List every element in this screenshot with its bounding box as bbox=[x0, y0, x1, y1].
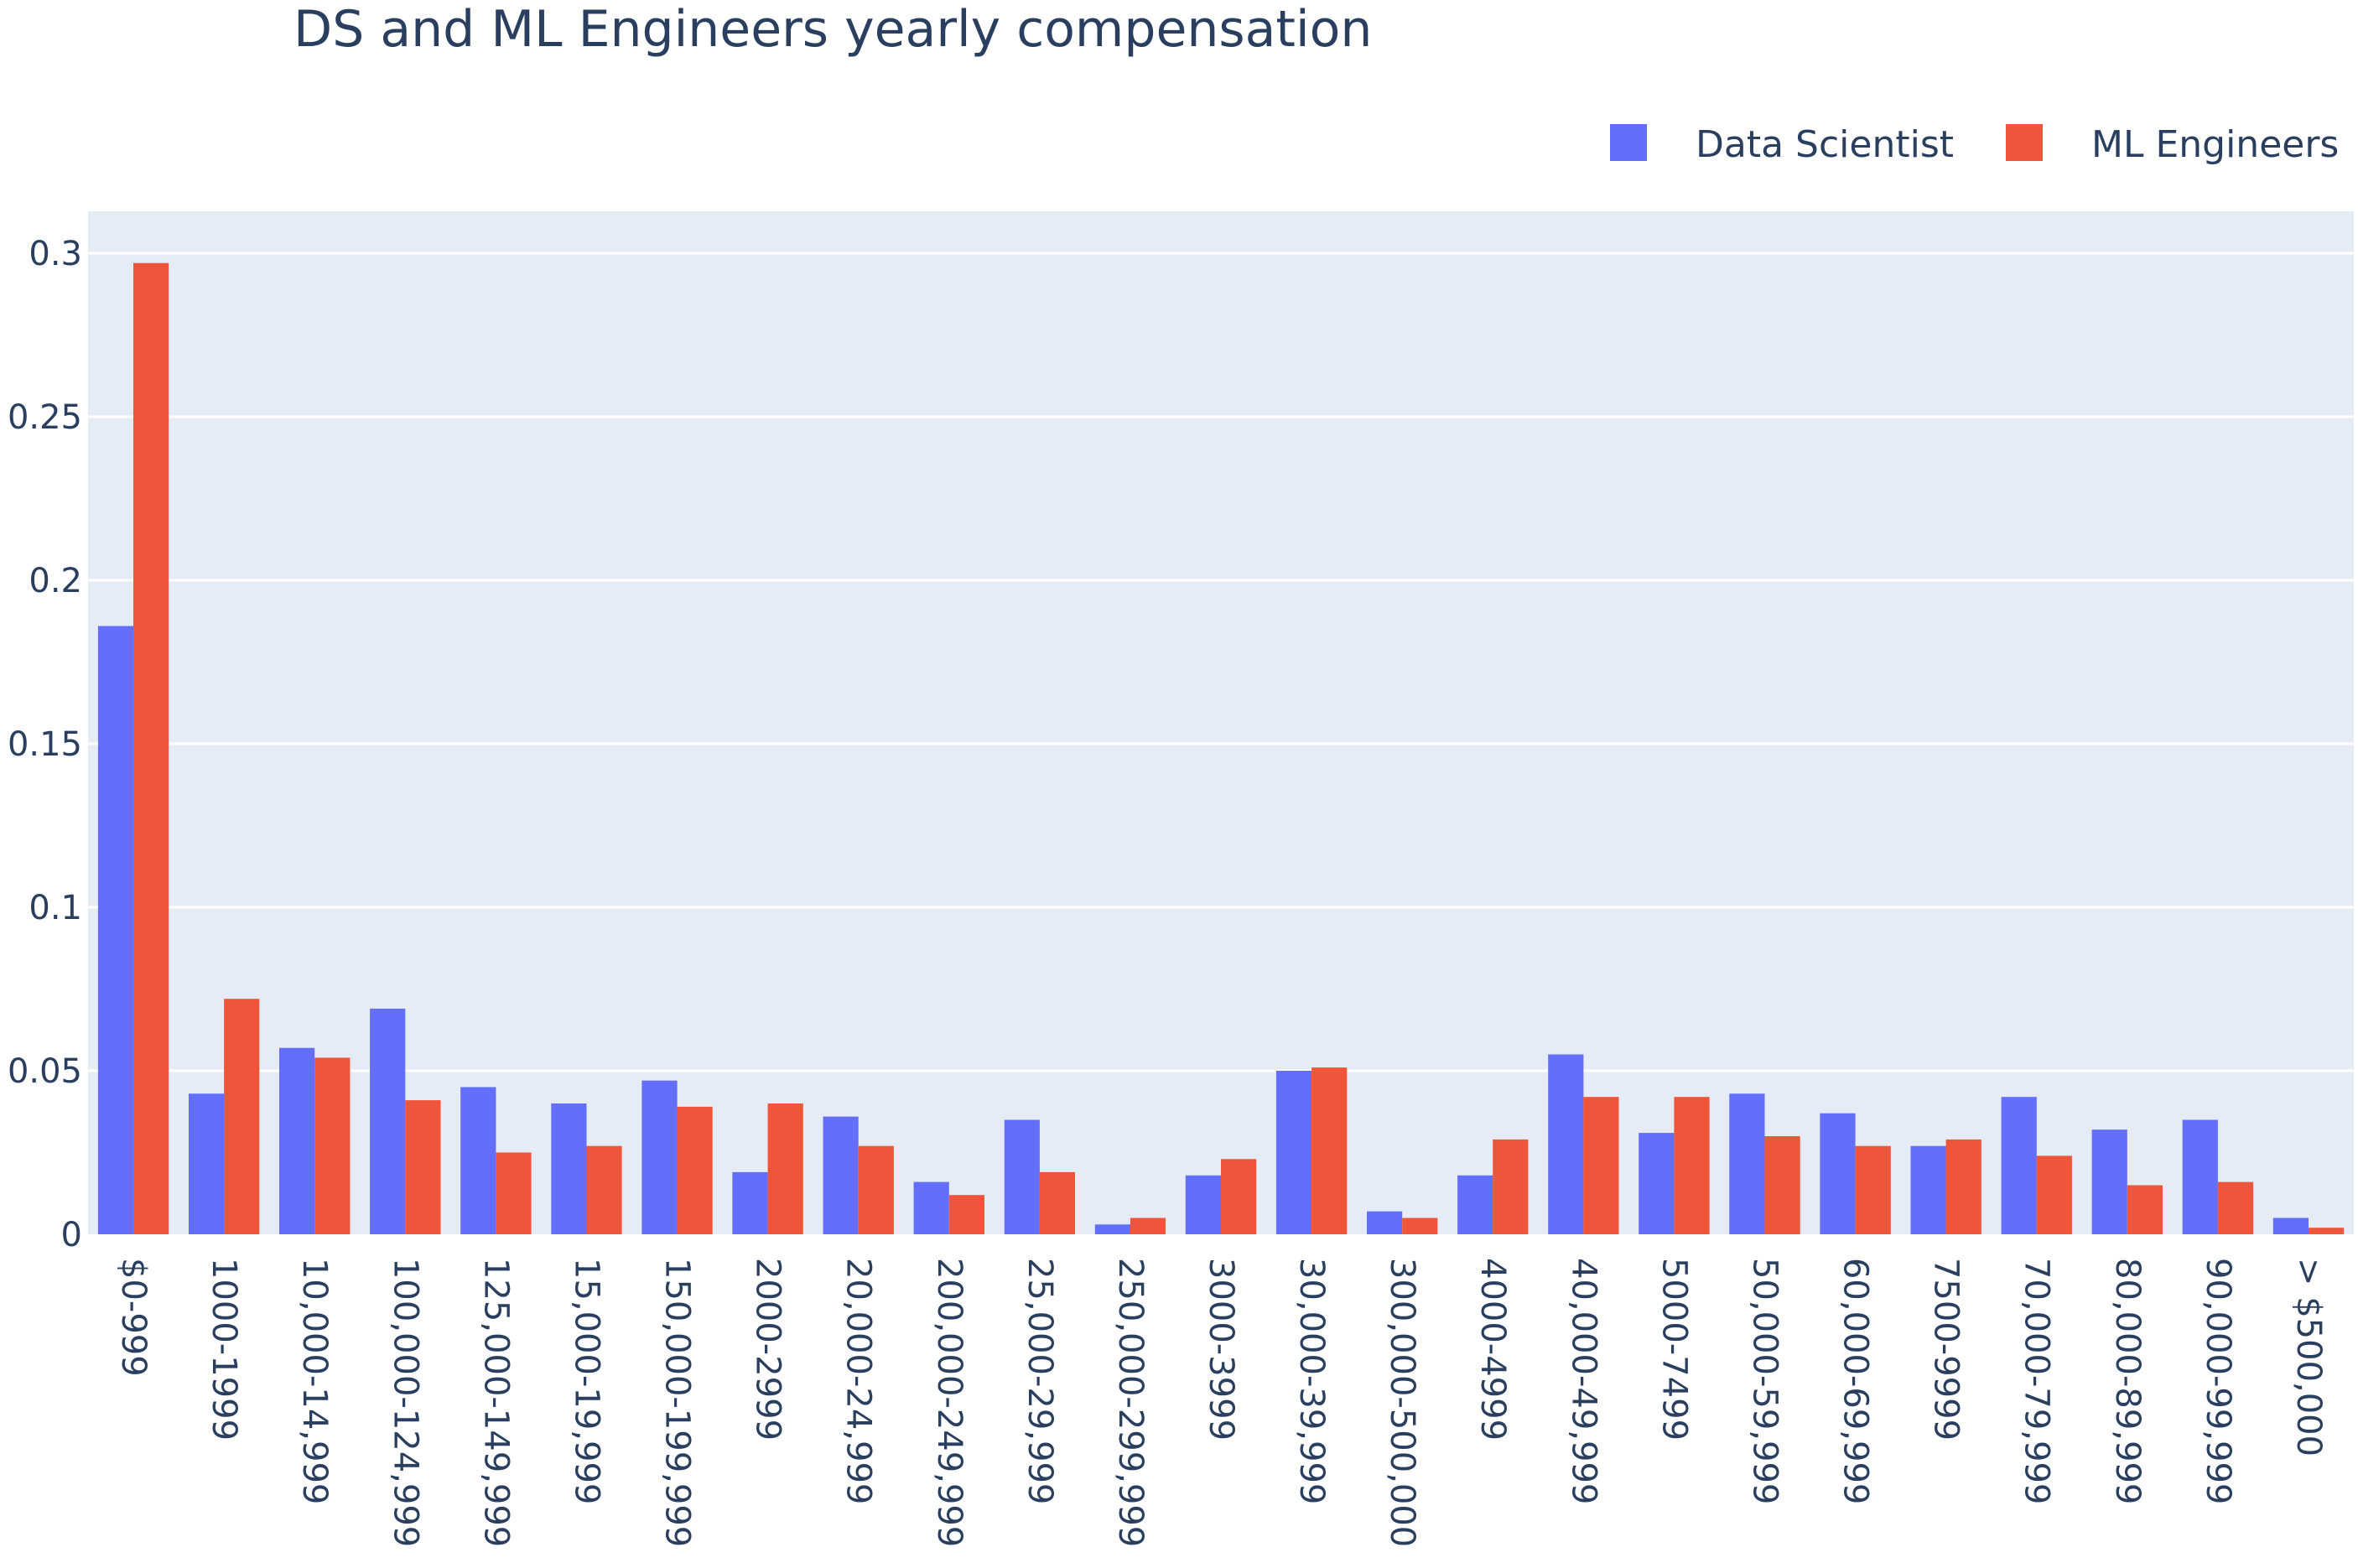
bar-ml-engineers bbox=[1311, 1067, 1348, 1234]
legend-swatch bbox=[2006, 124, 2043, 161]
x-tick-label: > $500,000 bbox=[2289, 1258, 2328, 1456]
bar-ml-engineers bbox=[586, 1145, 622, 1234]
x-tick-label: 15,000-19,999 bbox=[567, 1258, 605, 1504]
bar-ml-engineers bbox=[767, 1103, 803, 1234]
legend-swatch bbox=[1610, 124, 1647, 161]
bar-data-scientist bbox=[551, 1103, 587, 1234]
bar-ml-engineers bbox=[2036, 1155, 2072, 1234]
bar-data-scientist bbox=[1275, 1071, 1312, 1234]
y-tick-label: 0.1 bbox=[29, 889, 82, 927]
bar-ml-engineers bbox=[677, 1106, 713, 1234]
x-tick-label: 90,000-99,999 bbox=[2199, 1258, 2237, 1504]
gridlines bbox=[88, 252, 2354, 1072]
bar-ml-engineers bbox=[1221, 1159, 1257, 1234]
x-tick-label: 40,000-49,999 bbox=[1564, 1258, 1602, 1504]
bar-ml-engineers bbox=[1130, 1218, 1166, 1234]
bar-data-scientist bbox=[823, 1116, 859, 1234]
bar-data-scientist bbox=[370, 1008, 406, 1234]
bar-ml-engineers bbox=[1855, 1145, 1891, 1234]
bar-ml-engineers bbox=[2309, 1228, 2345, 1234]
legend: Data Scientist ML Engineers bbox=[1610, 123, 2339, 166]
x-tick-label: 50,000-59,999 bbox=[1745, 1258, 1784, 1504]
bar-data-scientist bbox=[1639, 1133, 1675, 1234]
plot-background bbox=[88, 211, 2354, 1234]
bar-data-scientist bbox=[1548, 1054, 1584, 1234]
bar-ml-engineers bbox=[1493, 1139, 1529, 1234]
x-tick-label: 1000-1999 bbox=[205, 1258, 243, 1441]
bar-data-scientist bbox=[732, 1171, 768, 1234]
y-tick-label: 0.25 bbox=[8, 398, 82, 437]
legend-label: Data Scientist bbox=[1696, 123, 1954, 166]
bar-ml-engineers bbox=[1764, 1136, 1800, 1234]
x-tick-label: 3000-3999 bbox=[1202, 1258, 1240, 1441]
chart-title: DS and ML Engineers yearly compensation bbox=[293, 0, 1372, 59]
bars bbox=[97, 262, 2345, 1235]
x-axis-ticks: $0-999 1000-1999 10,000-14,999 100,000-124,… bbox=[114, 1258, 2328, 1547]
legend-label: ML Engineers bbox=[2091, 123, 2339, 166]
bar-ml-engineers bbox=[948, 1195, 984, 1234]
bar-data-scientist bbox=[1367, 1211, 1403, 1234]
y-tick-label: 0 bbox=[61, 1216, 82, 1254]
x-tick-label: 150,000-199,999 bbox=[658, 1258, 697, 1547]
bar-data-scientist bbox=[279, 1047, 315, 1234]
x-tick-label: 250,000-299,999 bbox=[1111, 1258, 1150, 1547]
bar-data-scientist bbox=[1820, 1113, 1856, 1234]
bar-data-scientist bbox=[2272, 1218, 2309, 1234]
bar-ml-engineers bbox=[2127, 1185, 2163, 1234]
bar-data-scientist bbox=[1910, 1145, 1946, 1234]
bar-data-scientist bbox=[1094, 1224, 1130, 1234]
y-axis-ticks: 0 0.05 0.1 0.15 0.2 0.25 0.3 bbox=[8, 235, 82, 1254]
bar-ml-engineers bbox=[1945, 1139, 1981, 1234]
x-tick-label: 5000-7499 bbox=[1654, 1258, 1693, 1441]
x-tick-label: 20,000-24,999 bbox=[839, 1258, 878, 1504]
bar-ml-engineers bbox=[858, 1145, 894, 1234]
x-tick-label: 125,000-149,999 bbox=[476, 1258, 515, 1547]
bar-data-scientist bbox=[2091, 1129, 2127, 1234]
x-tick-label: $0-999 bbox=[114, 1258, 153, 1377]
bar-data-scientist bbox=[2001, 1097, 2037, 1234]
bar-data-scientist bbox=[1457, 1175, 1493, 1234]
y-tick-label: 0.3 bbox=[29, 235, 82, 273]
bar-data-scientist bbox=[2182, 1119, 2218, 1234]
bar-ml-engineers bbox=[2217, 1181, 2254, 1234]
x-tick-label: 70,000-79,999 bbox=[2018, 1258, 2056, 1504]
y-tick-label: 0.05 bbox=[8, 1052, 82, 1091]
bar-ml-engineers bbox=[405, 1100, 441, 1234]
x-tick-label: 4000-4999 bbox=[1473, 1258, 1512, 1441]
bar-data-scientist bbox=[1004, 1119, 1040, 1234]
x-tick-label: 300,000-500,000 bbox=[1383, 1258, 1421, 1547]
x-tick-label: 10,000-14,999 bbox=[295, 1258, 334, 1504]
bar-ml-engineers bbox=[1039, 1171, 1075, 1234]
x-tick-label: 100,000-124,999 bbox=[386, 1258, 424, 1547]
bar-ml-engineers bbox=[1583, 1097, 1619, 1234]
bar-data-scientist bbox=[641, 1080, 678, 1234]
bar-ml-engineers bbox=[496, 1152, 532, 1234]
bar-data-scientist bbox=[913, 1181, 949, 1234]
x-tick-label: 30,000-39,999 bbox=[1292, 1258, 1331, 1504]
bar-data-scientist bbox=[97, 626, 134, 1234]
x-tick-label: 2000-2999 bbox=[749, 1258, 787, 1441]
x-tick-label: 80,000-89,999 bbox=[2108, 1258, 2147, 1504]
bar-ml-engineers bbox=[1402, 1218, 1438, 1234]
y-tick-label: 0.2 bbox=[29, 562, 82, 600]
bar-data-scientist bbox=[189, 1093, 225, 1234]
x-tick-label: 60,000-69,999 bbox=[1836, 1258, 1875, 1504]
bar-ml-engineers bbox=[224, 999, 260, 1234]
bar-ml-engineers bbox=[133, 262, 169, 1235]
x-tick-label: 25,000-29,999 bbox=[1021, 1258, 1059, 1504]
x-tick-label: 200,000-249,999 bbox=[930, 1258, 969, 1547]
x-tick-label: 7500-9999 bbox=[1927, 1258, 1966, 1441]
bar-ml-engineers bbox=[1674, 1097, 1710, 1234]
bar-data-scientist bbox=[1729, 1093, 1765, 1234]
bar-data-scientist bbox=[460, 1087, 496, 1234]
y-tick-label: 0.15 bbox=[8, 725, 82, 764]
bar-ml-engineers bbox=[314, 1057, 351, 1234]
bar-data-scientist bbox=[1185, 1175, 1221, 1234]
